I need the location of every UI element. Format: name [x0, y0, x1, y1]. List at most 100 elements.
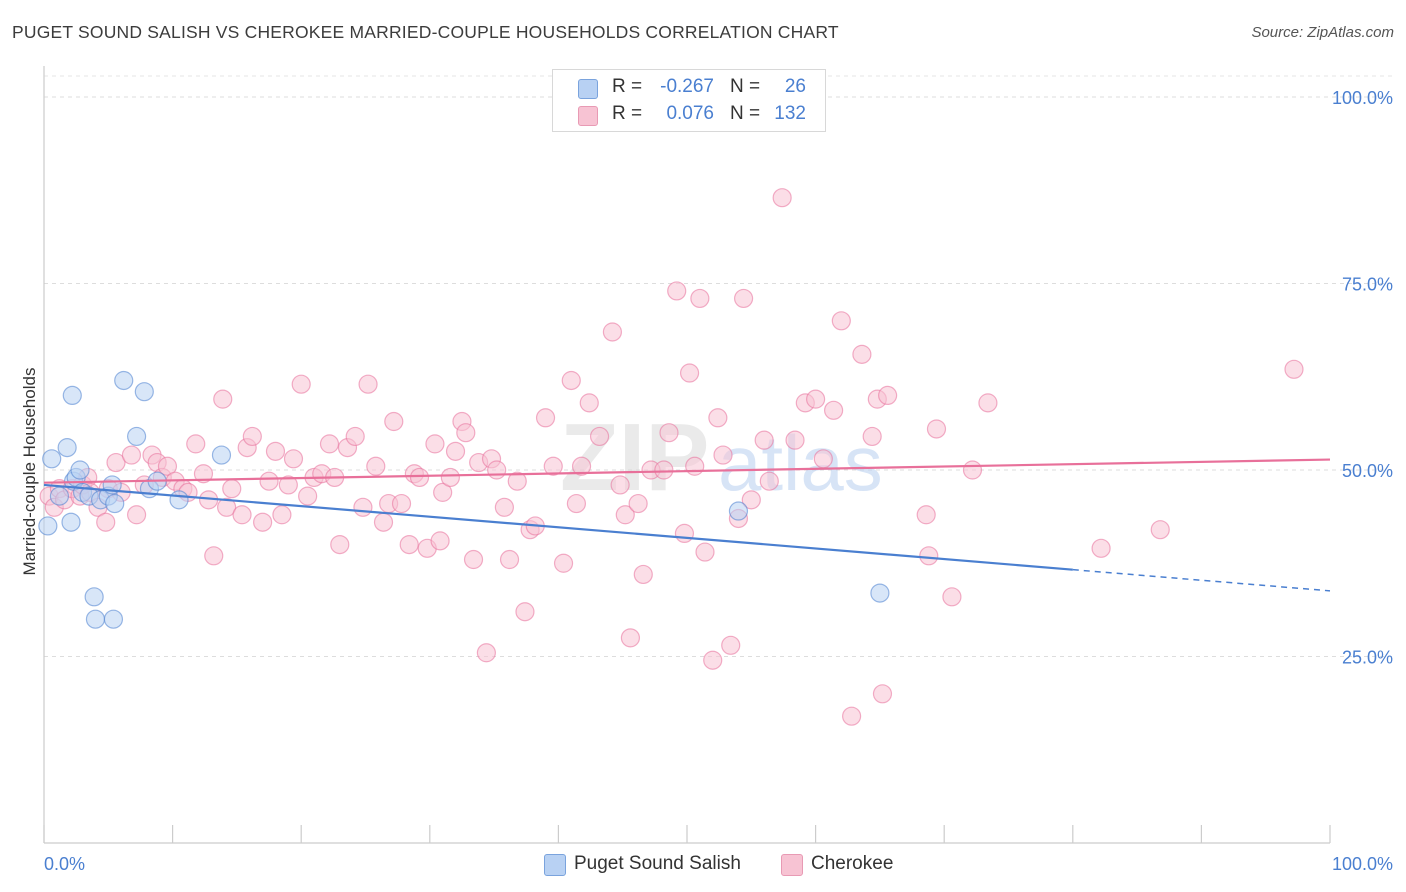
- salish-point: [49, 486, 70, 506]
- cherokee-point: [494, 497, 514, 517]
- cherokee-point: [278, 475, 298, 495]
- cherokee-point: [186, 434, 206, 454]
- salish-point: [61, 512, 81, 532]
- cherokee-point: [535, 408, 556, 428]
- salish-point: [70, 460, 90, 480]
- cherokee-point: [685, 456, 705, 476]
- cherokee-point: [440, 467, 460, 488]
- cherokee-point: [633, 564, 653, 585]
- cherokee-point: [561, 370, 581, 391]
- cherokee-point: [515, 602, 535, 622]
- cherokee-point: [813, 449, 833, 469]
- cherokee-swatch: [578, 106, 598, 126]
- r-label: R =: [612, 76, 643, 97]
- cherokee-point: [674, 523, 695, 544]
- legend-label: Cherokee: [811, 853, 894, 874]
- cherokee-point: [721, 635, 741, 655]
- cherokee-point: [345, 426, 365, 447]
- cherokee-point: [283, 449, 304, 469]
- cherokee-point: [916, 505, 936, 525]
- x-tick-label: 0.0%: [44, 854, 85, 874]
- salish-point: [103, 609, 124, 629]
- cherokee-point: [708, 408, 728, 428]
- cherokee-point: [507, 471, 527, 491]
- cherokee-point: [373, 512, 394, 532]
- n-value: 132: [774, 103, 806, 124]
- salish-point: [169, 490, 189, 510]
- cherokee-point: [602, 322, 623, 342]
- y-axis-title: Married-couple Households: [20, 368, 39, 576]
- cherokee-point: [499, 549, 520, 570]
- trend-layer: [43, 458, 1331, 592]
- cherokee-point: [1150, 520, 1170, 540]
- cherokee-point: [695, 542, 715, 562]
- salish-point: [211, 445, 232, 465]
- n-label: N =: [730, 76, 761, 97]
- cherokee-point: [628, 493, 648, 514]
- cherokee-point: [291, 374, 311, 394]
- cherokee-point: [259, 471, 279, 491]
- cherokee-point: [1284, 359, 1304, 379]
- cherokee-point: [733, 288, 754, 309]
- salish-swatch: [544, 854, 566, 876]
- x-tick-label: 100.0%: [1332, 854, 1393, 874]
- stats-row-cherokee: R = 0.076 N = 132: [553, 101, 825, 127]
- cherokee-point: [96, 512, 116, 532]
- cherokee-point: [456, 423, 476, 443]
- salish-point: [870, 583, 890, 603]
- cherokee-point: [193, 464, 214, 484]
- cherokee-point: [330, 534, 350, 555]
- source-label: Source: ZipAtlas.com: [1251, 24, 1394, 41]
- cherokee-point: [785, 430, 805, 450]
- cherokee-point: [366, 456, 386, 476]
- cherokee-point: [272, 505, 292, 525]
- cherokee-point: [553, 553, 574, 573]
- cherokee-point: [487, 460, 507, 480]
- salish-point: [57, 438, 77, 458]
- n-label: N =: [730, 103, 761, 124]
- cherokee-point: [399, 534, 419, 555]
- y-tick-label: 25.0%: [1342, 648, 1393, 668]
- cherokee-point: [463, 549, 484, 570]
- cherokee-point: [353, 497, 373, 517]
- stats-legend: R = -0.267 N = 26 R = 0.076 N = 132: [552, 69, 826, 132]
- cherokee-point: [232, 505, 252, 525]
- cherokee-point: [391, 493, 412, 514]
- cherokee-point: [384, 411, 404, 432]
- cherokee-point: [433, 482, 453, 502]
- cherokee-point: [476, 643, 496, 663]
- cherokee-point: [358, 374, 378, 394]
- series-legend: Puget Sound Salish Cherokee: [0, 852, 1406, 878]
- cherokee-point: [253, 512, 273, 532]
- cherokee-point: [217, 497, 237, 517]
- cherokee-point: [831, 311, 851, 331]
- cherokee-point: [566, 493, 587, 514]
- points-layer: [38, 188, 1304, 726]
- cherokee-point: [754, 430, 774, 450]
- n-value: 26: [784, 76, 806, 97]
- cherokee-point: [824, 400, 844, 420]
- salish-trendline-extension: [1072, 568, 1331, 592]
- y-tick-label: 50.0%: [1342, 461, 1393, 481]
- cherokee-point: [919, 546, 939, 566]
- legend-label: Puget Sound Salish: [574, 853, 741, 874]
- grid-layer: [44, 75, 1392, 657]
- cherokee-point: [667, 281, 687, 301]
- r-value: -0.267: [660, 76, 714, 97]
- cherokee-point: [213, 389, 233, 409]
- cherokee-point: [579, 393, 599, 413]
- cherokee-point: [610, 475, 630, 495]
- cherokee-point: [242, 426, 262, 447]
- cherokee-point: [121, 445, 142, 465]
- salish-point: [84, 587, 104, 607]
- cherokee-point: [852, 344, 872, 364]
- salish-point: [105, 493, 125, 514]
- cherokee-point: [571, 456, 592, 476]
- cherokee-point: [713, 445, 733, 465]
- cherokee-point: [690, 288, 710, 309]
- cherokee-point: [679, 363, 700, 383]
- cherokee-point: [445, 441, 466, 461]
- cherokee-point: [409, 467, 430, 488]
- label-layer: 25.0% 50.0% 75.0% 100.0% 0.0% 100.0% Married-c…: [20, 88, 1393, 874]
- salish-point: [126, 426, 147, 447]
